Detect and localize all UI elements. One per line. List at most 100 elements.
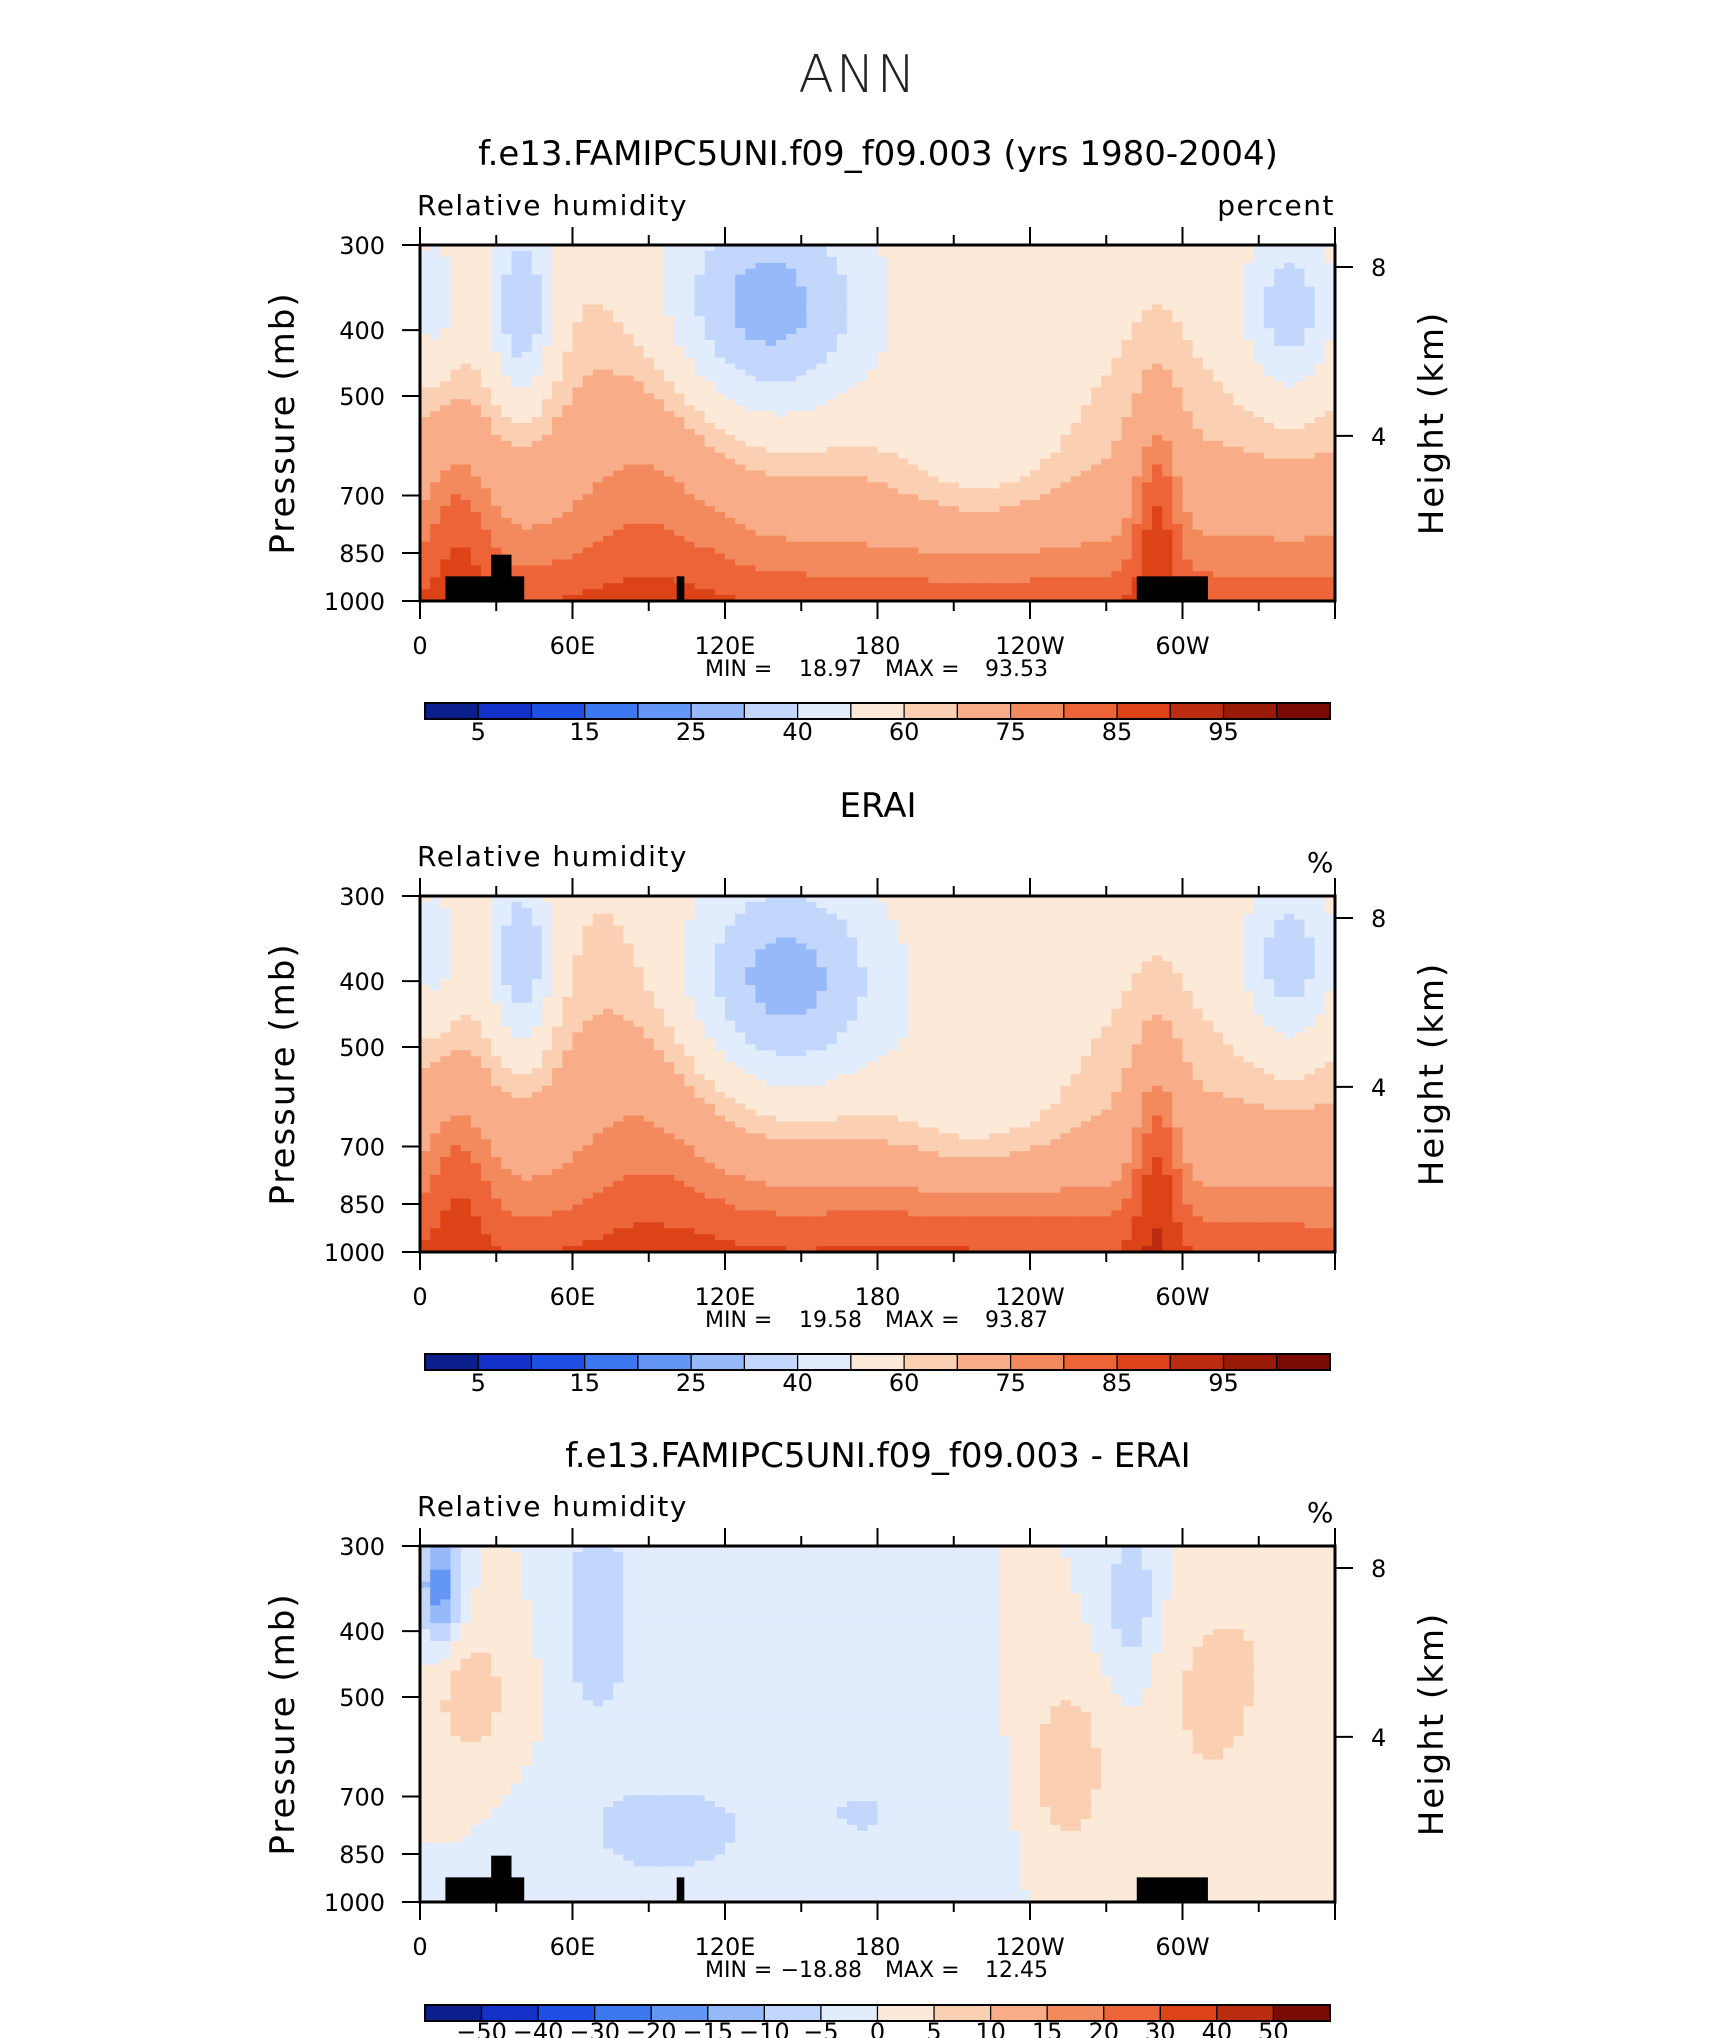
contour-cell	[1030, 547, 1041, 555]
contour-cell	[1111, 351, 1123, 359]
contour-cell	[704, 452, 716, 460]
contour-cell	[1243, 512, 1255, 519]
contour-cell	[531, 393, 543, 400]
contour-cell	[470, 345, 482, 353]
contour-cell	[1172, 351, 1184, 359]
contour-cell	[1030, 512, 1041, 519]
contour-cell	[826, 256, 838, 264]
contour-cell	[1274, 547, 1285, 555]
contour-cell	[501, 517, 513, 525]
contour-cell	[1253, 512, 1265, 519]
contour-cell	[694, 405, 706, 412]
contour-cell	[440, 262, 452, 270]
contour-cell	[786, 387, 797, 394]
contour-cell	[481, 334, 492, 341]
contour-cell	[1243, 339, 1255, 347]
contour-cell	[1162, 274, 1173, 282]
contour-cell	[440, 553, 452, 561]
contour-cell	[1121, 423, 1133, 430]
contour-cell	[1040, 547, 1051, 555]
contour-cell	[1141, 529, 1153, 537]
contour-cell	[1182, 262, 1194, 270]
contour-cell	[450, 517, 462, 525]
contour-cell	[938, 565, 950, 572]
contour-cell	[511, 310, 523, 317]
contour-cell	[1009, 523, 1021, 531]
contour-cell	[786, 482, 797, 489]
contour-cell	[633, 571, 645, 578]
contour-cell	[735, 488, 746, 495]
contour-cell	[582, 322, 594, 329]
contour-cell	[1101, 256, 1112, 264]
contour-cell	[511, 565, 523, 572]
contour-cell	[1314, 535, 1326, 543]
contour-cell	[745, 351, 757, 359]
contour-cell	[1141, 322, 1153, 329]
contour-cell	[1253, 523, 1265, 531]
contour-cell	[1101, 304, 1112, 311]
contour-cell	[1162, 334, 1173, 341]
contour-cell	[1294, 375, 1306, 383]
contour-cell	[1019, 310, 1031, 317]
contour-cell	[1304, 339, 1316, 347]
contour-cell	[887, 506, 899, 513]
contour-cell	[1091, 250, 1102, 258]
contour-cell	[1294, 280, 1306, 288]
contour-cell	[979, 470, 990, 477]
contour-cell	[1030, 458, 1041, 466]
contour-cell	[704, 357, 716, 365]
contour-cell	[1030, 399, 1041, 406]
contour-cell	[877, 339, 889, 347]
contour-cell	[511, 387, 523, 394]
contour-cell	[765, 268, 777, 276]
contour-cell	[877, 476, 889, 483]
contour-cell	[1060, 262, 1072, 270]
contour-cell	[450, 535, 462, 543]
contour-cell	[1101, 535, 1112, 543]
contour-cell	[704, 411, 716, 418]
contour-cell	[1080, 411, 1092, 418]
contour-cell	[1304, 292, 1316, 299]
contour-cell	[470, 245, 482, 252]
contour-cell	[765, 547, 777, 555]
contour-cell	[816, 565, 828, 572]
contour-cell	[1162, 310, 1173, 317]
contour-cell	[643, 512, 655, 519]
contour-cell	[1111, 470, 1123, 477]
contour-cell	[694, 250, 706, 258]
contour-cell	[481, 541, 492, 549]
contour-cell	[1243, 345, 1255, 353]
contour-cell	[1009, 351, 1021, 359]
contour-cell	[653, 369, 665, 377]
contour-cell	[765, 292, 777, 299]
contour-cell	[592, 541, 604, 549]
contour-cell	[623, 286, 635, 294]
contour-cell	[745, 334, 757, 341]
contour-cell	[572, 245, 584, 252]
contour-cell	[562, 523, 574, 531]
contour-cell	[1141, 310, 1153, 317]
contour-cell	[1009, 334, 1021, 341]
contour-cell	[938, 464, 950, 472]
contour-cell	[460, 322, 472, 329]
contour-cell	[958, 292, 970, 299]
contour-cell	[816, 351, 828, 359]
contour-cell	[511, 345, 523, 353]
contour-cell	[1263, 565, 1275, 572]
contour-cell	[918, 357, 929, 365]
contour-cell	[1294, 458, 1306, 466]
contour-cell	[1233, 357, 1245, 365]
contour-cell	[1253, 345, 1265, 353]
contour-cell	[847, 256, 858, 264]
contour-cell	[623, 351, 635, 359]
contour-cell	[1070, 517, 1082, 525]
contour-cell	[1314, 351, 1326, 359]
contour-cell	[1111, 363, 1123, 371]
contour-cell	[653, 268, 665, 276]
contour-cell	[1223, 245, 1234, 252]
contour-cell	[948, 434, 960, 442]
contour-cell	[1213, 262, 1224, 270]
contour-cell	[847, 500, 858, 507]
contour-cell	[603, 405, 614, 412]
contour-cell	[755, 547, 767, 555]
